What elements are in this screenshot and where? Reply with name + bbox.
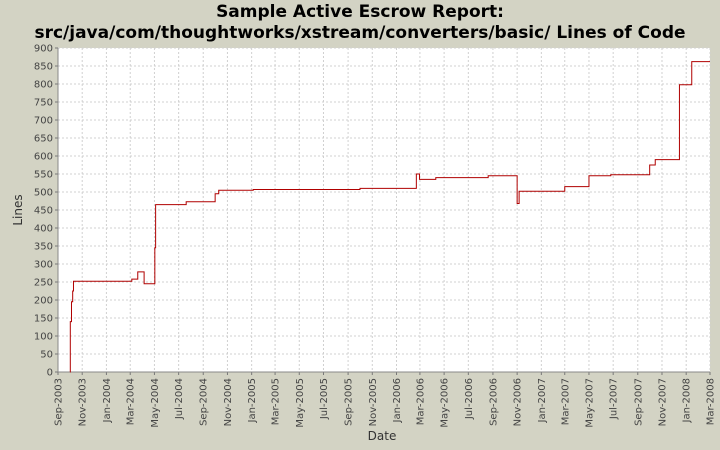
y-tick-label: 0 [47,368,53,379]
y-tick-label: 300 [34,260,53,271]
x-tick-label: May-2006 [440,378,451,428]
y-axis-label: Lines [11,194,25,225]
y-tick-label: 400 [34,224,53,235]
y-tick-label: 100 [34,332,53,343]
y-tick-label: 50 [40,350,53,361]
x-tick-label: Mar-2008 [706,378,717,425]
x-tick-label: Jan-2004 [102,378,113,423]
y-tick-label: 700 [34,116,53,127]
x-tick-label: Sep-2003 [54,378,65,426]
x-tick-label: Mar-2006 [415,378,426,425]
y-tick-label: 750 [34,98,53,109]
x-tick-label: Jan-2005 [247,378,258,423]
chart-title-line-2: src/java/com/thoughtworks/xstream/conver… [34,23,686,43]
x-tick-label: Jul-2004 [174,378,185,420]
x-tick-label: Jul-2005 [319,378,330,420]
x-tick-label: May-2007 [584,378,595,428]
x-tick-label: Jan-2007 [537,378,548,423]
x-tick-label: Jan-2006 [392,378,403,423]
x-tick-label: Mar-2005 [271,378,282,425]
chart-title: Sample Active Escrow Report: src/java/co… [0,2,720,44]
y-tick-label: 850 [34,62,53,73]
y-tick-label: 200 [34,296,53,307]
x-tick-label: Sep-2006 [488,378,499,426]
y-tick-label: 650 [34,134,53,145]
x-tick-label: Sep-2005 [344,378,355,426]
axes-layer: 0 50 100 150 200 250 300 350 400 450 500 550 600 650 7… [34,44,717,428]
x-tick-label: Nov-2003 [78,378,89,426]
x-tick-label: Mar-2004 [126,378,137,425]
grid-layer [57,47,711,373]
y-tick-label: 800 [34,80,53,91]
y-tick-label: 600 [34,152,53,163]
x-tick-label: Nov-2007 [657,378,668,426]
x-tick-label: Jul-2006 [464,378,475,420]
x-axis-label: Date [368,429,397,443]
x-tick-label: May-2005 [295,378,306,428]
y-tick-label: 500 [34,188,53,199]
x-tick-label: Sep-2004 [199,378,210,426]
x-tick-label: Nov-2004 [223,378,234,426]
y-tick-label: 450 [34,206,53,217]
x-tick-label: Jul-2007 [609,378,620,420]
x-tick-label: Nov-2006 [513,378,524,426]
chart-title-line-1: Sample Active Escrow Report: [216,2,504,22]
series-line-lines-of-code [69,61,710,373]
x-tick-label: Jan-2008 [682,378,693,423]
x-tick-label: Mar-2007 [560,378,571,425]
x-tick-label: Sep-2007 [633,378,644,426]
x-tick-label: May-2004 [150,378,161,428]
series-layer [69,61,710,373]
y-tick-label: 900 [34,44,53,55]
y-tick-label: 150 [34,314,53,325]
y-tick-label: 250 [34,278,53,289]
x-tick-label: Nov-2005 [368,378,379,426]
y-tick-label: 350 [34,242,53,253]
y-tick-label: 550 [34,170,53,181]
